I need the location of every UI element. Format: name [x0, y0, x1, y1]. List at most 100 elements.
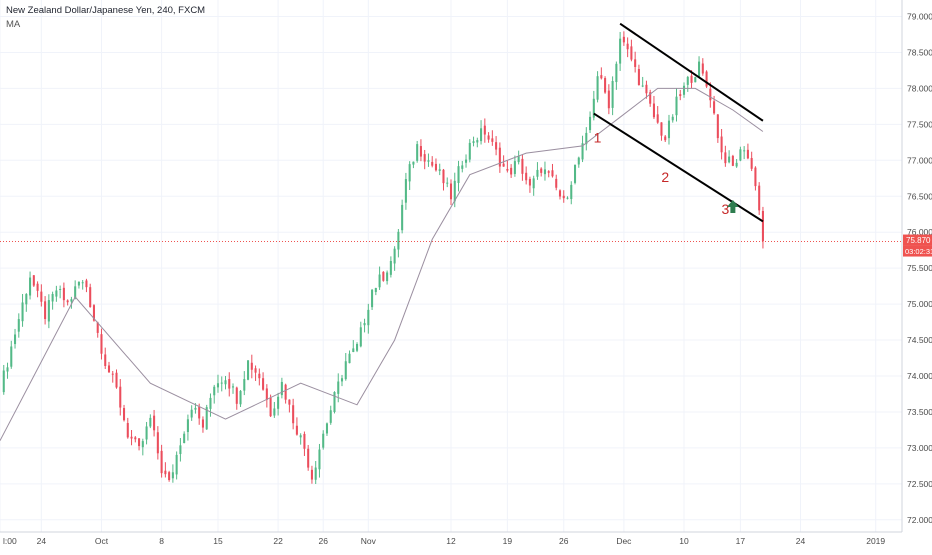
candle-body: [314, 467, 317, 480]
candle-body: [713, 101, 716, 114]
candle-body: [367, 309, 370, 326]
candle-down: [85, 278, 88, 293]
moving-average-line: [0, 87, 764, 441]
candle-body: [115, 372, 118, 388]
candle-body: [746, 149, 749, 159]
candle-body: [540, 168, 543, 173]
candle-down: [498, 142, 501, 173]
candle-body: [85, 280, 88, 288]
candle-body: [145, 426, 148, 440]
candle-body: [378, 274, 381, 288]
candle-body: [423, 154, 426, 162]
candle-body: [130, 436, 133, 439]
candle-down: [269, 394, 272, 418]
candle-up: [363, 318, 366, 333]
candle-body: [198, 406, 201, 419]
candle-body: [495, 142, 498, 150]
candle-body: [739, 149, 742, 161]
candle-body: [201, 419, 204, 428]
candle-body: [397, 231, 400, 250]
candle-up: [171, 464, 174, 483]
grid-lines: [0, 0, 902, 532]
candle-body: [344, 361, 347, 380]
candle-down: [634, 51, 637, 73]
candle-down: [449, 179, 453, 205]
candle-up: [359, 321, 362, 348]
price-tick-label: 73.000: [907, 443, 932, 453]
candle-down: [419, 139, 422, 162]
candle-body: [457, 166, 460, 183]
candle-body: [427, 160, 430, 162]
candle-body: [156, 432, 159, 454]
candle-body: [517, 156, 520, 163]
candle-down: [521, 154, 524, 181]
candle-body: [558, 190, 562, 197]
candle-body: [761, 210, 764, 242]
candle-down: [156, 426, 159, 460]
candle-body: [630, 46, 633, 60]
candle-body: [412, 161, 415, 165]
time-tick-label: 15: [213, 536, 223, 546]
candle-up: [446, 177, 449, 188]
candle-down: [495, 136, 498, 156]
candle-body: [408, 164, 411, 182]
candle-down: [122, 404, 126, 422]
candle-body: [419, 146, 422, 157]
candle-up: [59, 285, 62, 299]
candle-body: [107, 365, 111, 373]
candle-up: [340, 374, 344, 387]
candle-up: [438, 163, 441, 176]
channel-lower-line: [593, 112, 764, 223]
candle-body: [374, 287, 377, 292]
candle-down: [750, 151, 753, 172]
candle-up: [231, 383, 235, 394]
candle-up: [213, 384, 216, 404]
candle-body: [438, 169, 441, 171]
candle-body: [149, 417, 152, 427]
candle-body: [141, 441, 144, 448]
candle-up: [81, 279, 84, 290]
candle-body: [89, 287, 92, 308]
candle-body: [363, 323, 366, 326]
candle-down: [250, 354, 253, 379]
price-axis: 79.000 78.500 78.000 77.500 77.000 76.500 76.0…: [901, 0, 932, 532]
candle-body: [104, 354, 107, 366]
time-tick-label: 26: [559, 536, 569, 546]
candle-down: [637, 64, 640, 86]
candle-body: [6, 367, 9, 372]
candle-down: [761, 206, 764, 249]
candle-up: [464, 154, 468, 168]
candle-up: [611, 76, 614, 116]
countdown-label: 03:02:31: [905, 247, 932, 256]
candle-body: [709, 88, 712, 101]
candle-body: [164, 470, 167, 475]
candle-body: [525, 172, 528, 181]
candle-body: [254, 368, 257, 373]
candle-down: [626, 37, 629, 58]
candle-body: [295, 425, 298, 435]
candle-body: [705, 71, 708, 87]
candle-down: [40, 284, 43, 307]
candle-body: [17, 319, 20, 332]
candle-body: [434, 163, 438, 171]
candle-body: [716, 114, 719, 139]
candle-body: [652, 103, 655, 118]
candle-down: [284, 383, 287, 404]
candle-body: [352, 348, 355, 353]
candle-body: [231, 386, 235, 388]
candle-body: [55, 290, 58, 297]
candle-body: [371, 289, 374, 308]
candle-up: [247, 360, 250, 381]
candle-up: [739, 146, 742, 162]
candle-up: [480, 120, 483, 145]
candle-up: [476, 137, 479, 148]
candle-down: [555, 174, 558, 191]
candle-down: [62, 282, 65, 308]
candle-up: [675, 88, 678, 122]
candle-up: [671, 114, 674, 123]
candle-up: [145, 421, 148, 445]
candle-up: [517, 150, 520, 165]
candle-body: [325, 423, 329, 434]
